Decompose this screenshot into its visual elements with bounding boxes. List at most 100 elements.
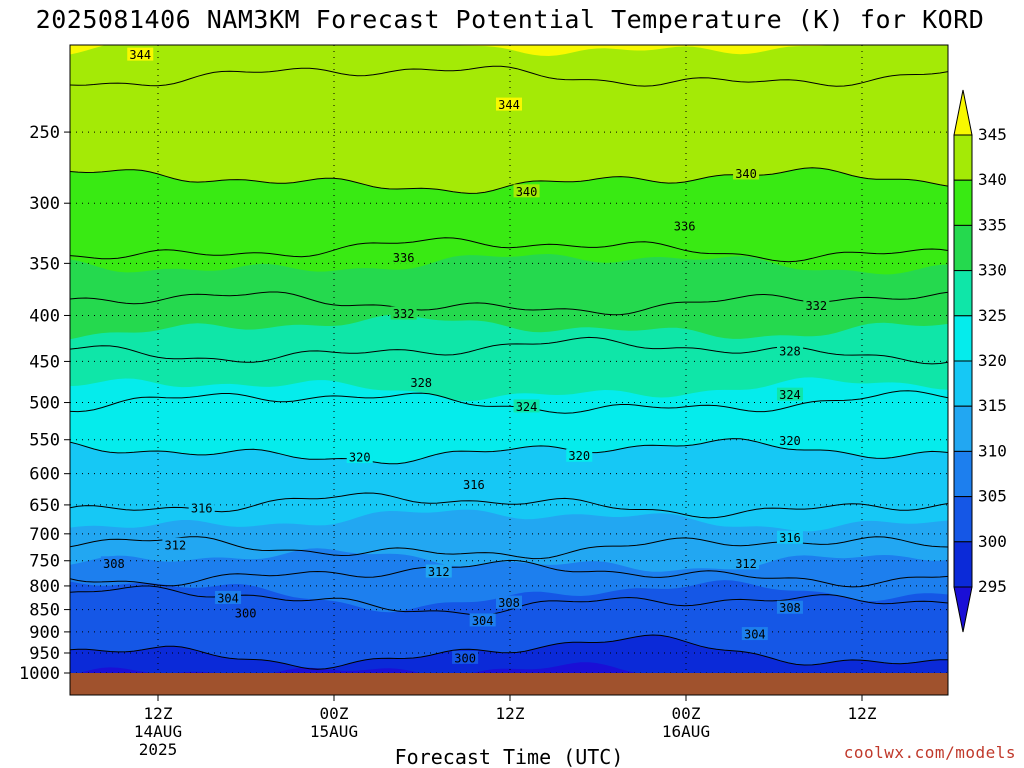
colorbar-label: 300 (978, 532, 1007, 551)
contour-label: 316 (191, 501, 213, 515)
contour-label: 304 (217, 591, 239, 605)
contour-label: 328 (410, 376, 432, 390)
contour-label: 312 (428, 565, 450, 579)
contour-label: 304 (744, 628, 766, 642)
contour-label: 340 (516, 185, 538, 199)
contour-label-bg (776, 433, 803, 447)
colorbar-top-arrow (953, 89, 973, 136)
colorbar-label: 305 (978, 487, 1007, 506)
band-below-300 (70, 635, 948, 673)
contour-label: 300 (454, 651, 476, 665)
contour-340 (70, 167, 948, 194)
contour-label: 320 (779, 434, 801, 448)
x-tick-date: 14AUG (134, 722, 182, 741)
contour-label-bg (188, 500, 215, 514)
contour-label-bg (496, 595, 522, 609)
colorbar-segment (953, 450, 973, 498)
contour-label-bg (390, 306, 417, 320)
contour-label-bg (733, 556, 760, 570)
colorbar-label: 325 (978, 306, 1007, 325)
x-tick-date: 16AUG (662, 722, 710, 741)
contour-label: 336 (674, 219, 696, 233)
contour-344 (70, 65, 948, 87)
y-tick-label: 450 (29, 352, 60, 372)
y-axis: 2503003504004505005506006507007508008509… (19, 123, 70, 684)
colorbar-label: 335 (978, 215, 1007, 234)
contour-label: 312 (165, 538, 187, 552)
colorbar-label: 340 (978, 170, 1007, 189)
colorbar-label: 330 (978, 261, 1007, 280)
contour-label-bg (776, 343, 803, 357)
colorbar-label: 310 (978, 441, 1007, 460)
colorbar: 295 300 305 310 315 320 325 330 335 340 345 (953, 89, 1007, 633)
contour-label-bg (127, 47, 154, 61)
contour-label: 340 (735, 167, 757, 181)
x-axis-label: Forecast Time (UTC) (395, 745, 624, 768)
credit-text: coolwx.com/models (844, 743, 1016, 762)
plot-frame (69, 44, 949, 696)
contour-label-bg (671, 218, 698, 232)
contour-label: 304 (472, 614, 494, 628)
x-tick-date: 15AUG (310, 722, 358, 741)
y-tick-label: 700 (29, 525, 60, 545)
contour-label-bg (469, 613, 496, 627)
y-tick-label: 900 (29, 623, 60, 643)
contour-label-bg (513, 184, 540, 198)
contour-label-bg (452, 650, 479, 664)
x-tick-hour: 12Z (848, 704, 877, 723)
contour-label: 300 (235, 607, 257, 621)
contour-label-bg (513, 399, 540, 413)
contour-320 (70, 438, 948, 465)
contour-324 (70, 390, 948, 414)
y-tick-label: 350 (29, 254, 60, 274)
contour-label-bg (232, 606, 259, 620)
contour-label: 308 (779, 601, 801, 615)
contour-label-bg (425, 564, 452, 578)
contour-label-bg (741, 627, 768, 641)
x-tick-hour: 00Z (672, 704, 701, 723)
contour-label: 328 (779, 344, 801, 358)
colorbar-label: 315 (978, 396, 1007, 415)
colorbar-label: 320 (978, 351, 1007, 370)
contour-label: 344 (498, 98, 520, 112)
colorbar-segment (953, 224, 973, 272)
contour-label: 336 (393, 251, 415, 265)
y-tick-label: 800 (29, 577, 60, 597)
colorbar-bottom-arrow (953, 586, 973, 633)
plot-area: 344 344 340 340 336 336 332 332 328 328 324 324 320 3… (70, 45, 948, 673)
x-tick-hour: 00Z (320, 704, 349, 723)
colorbar-segment (953, 360, 973, 407)
contour-label: 316 (463, 478, 485, 492)
x-tick-hour: 12Z (496, 704, 525, 723)
colorbar-segment (953, 179, 973, 226)
contour-label-bg (803, 298, 830, 312)
y-tick-label: 500 (29, 394, 60, 414)
contour-label: 308 (498, 596, 520, 610)
contour-label: 316 (779, 531, 801, 545)
contour-label: 320 (568, 449, 590, 463)
contour-label: 332 (393, 307, 415, 321)
contour-332 (70, 291, 948, 316)
contour-label: 312 (735, 557, 757, 571)
contour-label: 308 (103, 557, 125, 571)
contour-label-bg (460, 477, 487, 491)
contour-label-bg (566, 448, 593, 462)
contour-label-bg (733, 166, 760, 180)
colorbar-label: 295 (978, 577, 1007, 596)
contour-label-bg (100, 556, 127, 570)
y-tick-label: 300 (29, 194, 60, 214)
contour-336 (70, 237, 948, 263)
contour-label: 332 (805, 299, 827, 313)
contour-label: 320 (349, 451, 371, 465)
contour-label-bg (776, 530, 803, 544)
x-tick-year: 2025 (139, 740, 178, 759)
x-tick-hour: 12Z (144, 704, 173, 723)
y-tick-label: 1000 (19, 664, 60, 684)
contour-316 (70, 492, 948, 519)
contour-label-bg (776, 387, 803, 401)
y-tick-label: 750 (29, 552, 60, 572)
contour-label-bg (162, 537, 189, 551)
grid-lines (70, 45, 948, 673)
y-tick-label: 850 (29, 601, 60, 621)
